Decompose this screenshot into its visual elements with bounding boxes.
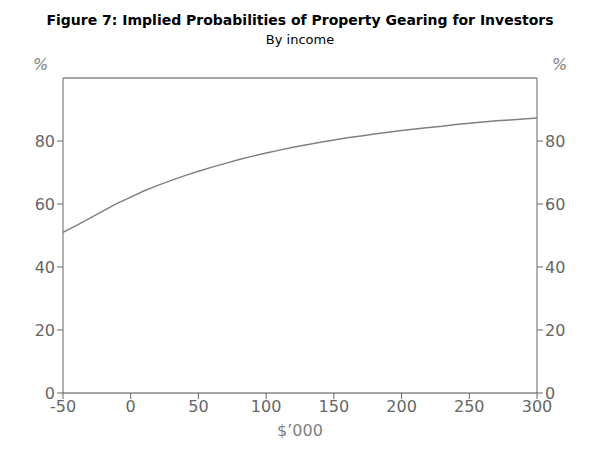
svg-text:%: %	[552, 55, 567, 74]
svg-text:250: 250	[454, 397, 485, 416]
svg-text:20: 20	[545, 321, 565, 340]
svg-text:-50: -50	[49, 397, 77, 417]
svg-text:60: 60	[35, 195, 55, 214]
svg-text:80: 80	[545, 132, 565, 151]
svg-text:40: 40	[35, 258, 55, 277]
svg-text:20: 20	[35, 321, 55, 340]
svg-text:0: 0	[545, 384, 555, 403]
html-text:By income: By income	[265, 32, 335, 47]
svg-text:80: 80	[35, 132, 55, 151]
svg-text:60: 60	[545, 195, 565, 214]
svg-text:%: %	[33, 55, 48, 74]
svg-text:100: 100	[251, 397, 282, 416]
html-text:Figure 7: Implied Probabilitie: Figure 7: Implied Probabilities of Prope…	[46, 12, 554, 28]
svg-text:50: 50	[188, 397, 208, 416]
svg-text:$’000: $’000	[277, 421, 323, 440]
svg-text:40: 40	[545, 258, 565, 277]
svg-text:0: 0	[45, 384, 55, 403]
svg-text:300: 300	[521, 397, 553, 417]
svg-text:200: 200	[386, 397, 417, 416]
svg-text:0: 0	[126, 397, 136, 416]
svg-text:150: 150	[319, 397, 350, 416]
